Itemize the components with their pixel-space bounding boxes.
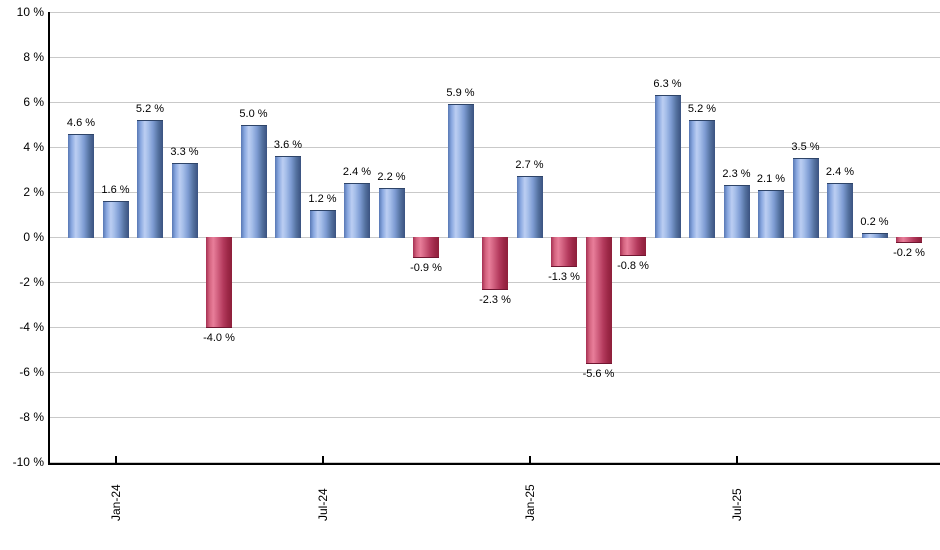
x-tick-label: Jul-24	[315, 488, 330, 521]
bar	[447, 104, 474, 238]
bar	[378, 187, 405, 238]
y-tick-label: 6 %	[23, 95, 44, 109]
bar-value-label: -0.8 %	[617, 260, 649, 272]
x-tick-mark	[735, 456, 738, 463]
bar	[171, 162, 198, 238]
bar-value-label: 2.1 %	[756, 172, 786, 185]
bar-value-label: -0.9 %	[410, 262, 442, 275]
gridline	[49, 327, 940, 328]
bar-value-label: 3.3 %	[170, 145, 199, 158]
bar	[861, 232, 888, 238]
y-tick-label: -8 %	[19, 410, 44, 424]
bar	[585, 237, 612, 364]
y-tick-label: 10 %	[16, 5, 44, 19]
bar	[344, 183, 370, 238]
bar	[654, 95, 681, 238]
x-tick-mark	[114, 456, 117, 463]
bar-value-label: -5.6 %	[582, 368, 615, 380]
x-tick-label: Jul-25	[729, 488, 744, 521]
bar-value-label: 5.2 %	[135, 103, 165, 115]
bar	[620, 237, 646, 256]
bar	[482, 237, 508, 290]
x-tick-mark	[528, 456, 531, 463]
bar-value-label: 2.7 %	[515, 159, 544, 172]
y-tick-label: -10 %	[12, 455, 44, 469]
gridline	[49, 192, 940, 193]
bar-value-label: -2.3 %	[479, 293, 511, 306]
bar-value-label: -4.0 %	[203, 332, 235, 344]
bar	[413, 237, 439, 259]
bar	[309, 210, 336, 238]
bar-value-label: 5.0 %	[239, 107, 268, 120]
bar-value-label: 2.4 %	[825, 166, 855, 178]
x-tick-label: Jan-25	[522, 484, 537, 521]
bar	[137, 120, 163, 238]
bar	[723, 185, 750, 238]
bar-value-label: -0.2 %	[893, 246, 925, 259]
bar-value-label: 1.2 %	[308, 193, 337, 205]
gridline	[49, 102, 940, 103]
bar-value-label: 4.6 %	[66, 116, 96, 129]
bar-value-label: 6.3 %	[653, 78, 682, 91]
y-axis-line	[48, 12, 50, 465]
y-tick-label: 0 %	[23, 230, 44, 244]
y-tick-label: -6 %	[19, 365, 44, 379]
gridline	[49, 147, 940, 148]
gridline	[49, 57, 940, 58]
bar-value-label: 2.3 %	[722, 168, 751, 181]
gridline	[49, 462, 940, 463]
y-tick-label: 2 %	[23, 185, 44, 199]
bar-value-label: 2.2 %	[377, 170, 406, 183]
bar	[275, 156, 301, 238]
y-tick-label: -2 %	[19, 275, 44, 289]
x-tick-label: Jan-24	[108, 484, 123, 521]
bar	[516, 176, 543, 238]
y-tick-label: 8 %	[23, 50, 44, 64]
bar-value-label: 3.5 %	[791, 141, 820, 154]
bar	[240, 124, 267, 238]
bar	[758, 189, 784, 238]
bar-value-label: 5.9 %	[446, 87, 475, 100]
bar	[896, 237, 922, 243]
bar	[689, 120, 715, 238]
x-tick-mark	[321, 456, 324, 463]
bar-value-label: -1.3 %	[548, 271, 580, 284]
y-tick-label: -4 %	[19, 320, 44, 334]
bar-value-label: 0.2 %	[860, 215, 889, 228]
bar	[102, 201, 129, 238]
gridline	[49, 12, 940, 13]
y-tick-label: 4 %	[23, 140, 44, 154]
bar	[68, 133, 94, 238]
bar	[792, 158, 819, 238]
x-axis-line	[48, 463, 940, 465]
bar	[551, 237, 577, 268]
bar-value-label: 5.2 %	[687, 103, 717, 115]
bar-value-label: 1.6 %	[101, 184, 130, 196]
gridline	[49, 372, 940, 373]
bar-value-label: 3.6 %	[273, 139, 303, 151]
bar	[827, 183, 853, 238]
bar-value-label: 2.4 %	[342, 166, 372, 178]
bar	[206, 237, 232, 328]
gridline	[49, 417, 940, 418]
